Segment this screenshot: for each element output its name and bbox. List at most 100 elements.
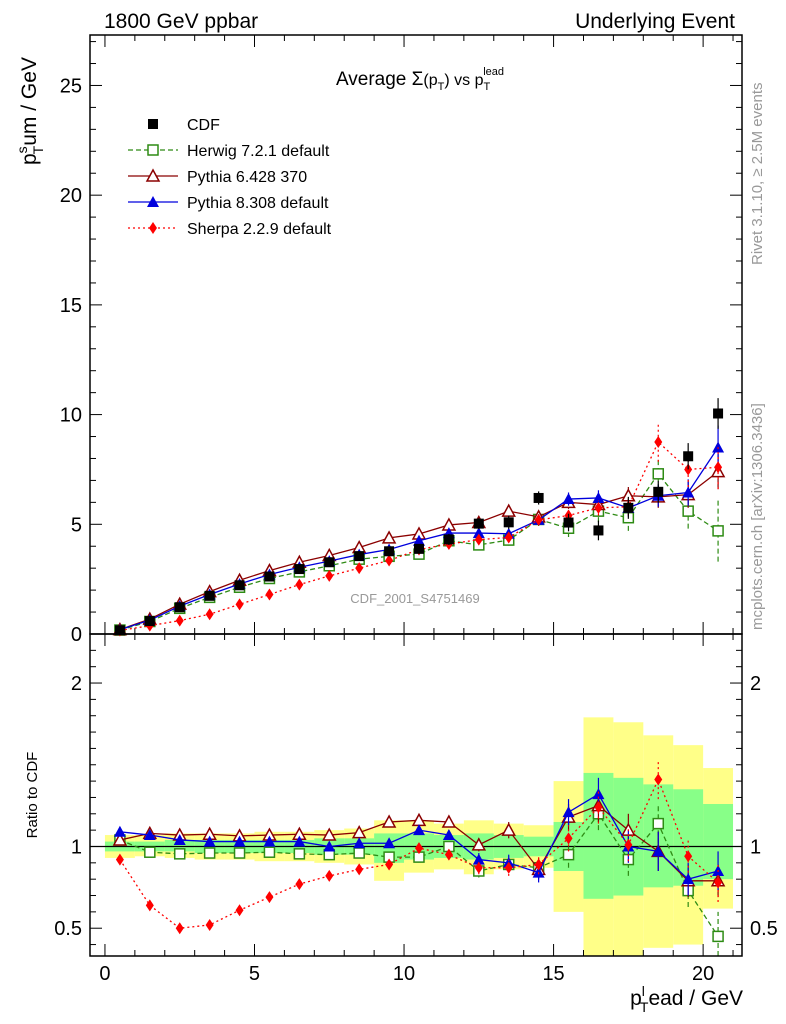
legend-marker [148,119,158,129]
ratio-herwig-line [119,812,719,937]
main-pythia8-point [412,534,425,546]
main-cdf-point [114,625,125,636]
main-title: Average Σ(pT) vs pTlead [336,66,504,93]
ratio-herwig-point [144,846,156,858]
main-herwig-point [712,525,724,537]
plot-frame [89,633,743,957]
main-cdf-point [144,616,155,627]
legend: CDF Herwig 7.2.1 default Pythia 6.428 370 P… [128,117,332,238]
ratio-sherpa-point [444,848,453,861]
ratio-y-tick-label: 2 [71,673,82,695]
main-sherpa-point [355,562,364,575]
watermark: CDF_2001_S4751469 [350,591,479,606]
main-cdf-point [413,543,424,554]
ratio-pythia8-point [652,845,665,857]
main-cdf-point [174,602,185,613]
ratio-herwig-point [173,848,186,860]
ratio-pythia8-point [562,806,575,818]
legend-marker [149,222,157,234]
main-sherpa-point [205,608,214,621]
main-cdf-point [683,451,694,462]
main-cdf-point [623,502,634,513]
main-pythia8-point [712,441,725,453]
legend-label: Herwig 7.2.1 default [187,143,330,160]
main-cdf-point [533,492,544,503]
ratio-y-tick-label-right: 2 [750,673,761,695]
ratio-y-tick-label-right: 1 [750,836,761,858]
header-right: Underlying Event [575,10,735,33]
main-cdf-point [473,518,484,529]
main-cdf-point [324,557,335,568]
legend-label: Pythia 6.428 370 [187,169,307,186]
main-cdf-point [563,517,574,528]
ratio-pythia8-point [412,824,425,836]
ratio-sherpa-line [119,777,719,929]
ratio-herwig-point [652,817,665,830]
ratio-sherpa-point [534,858,543,871]
ratio-pythia8-point [113,825,126,837]
main-sherpa-point [325,569,334,582]
ratio-y-tick-label: 0.5 [54,918,82,940]
main-cdf-point [234,580,245,591]
main-cdf-point [384,546,395,557]
main-cdf-point [503,517,514,528]
ratio-herwig-point [353,847,365,859]
x-tick-label: 10 [393,963,415,985]
ratio-sherpa-point [145,899,154,912]
ratio-sherpa-point [474,861,483,874]
ratio-pythia6-point [381,814,397,828]
ratio-sherpa-point [624,838,633,851]
main-cdf-point [443,534,454,545]
main-sherpa-point [534,513,543,526]
y-tick-label: 25 [60,75,82,97]
x-tick-label: 0 [99,963,110,985]
ratio-plot: 0.5 0.51 12 20 5 10 15 20 [54,633,778,985]
ratio-y-tick-label-right: 0.5 [750,918,778,940]
legend-label: CDF [187,117,220,134]
legend-label: Pythia 8.308 default [187,195,329,212]
main-sherpa-point [504,531,513,544]
ratio-pythia8-point [203,835,216,847]
ratio-herwig-point [263,846,276,858]
main-cdf-point [593,525,604,536]
main-pythia8-point [472,527,485,539]
y-tick-label: 0 [71,624,82,646]
ratio-sherpa-point [355,863,364,876]
main-sherpa-point [594,501,603,514]
ratio-pythia8-point [383,837,396,849]
main-pythia8-point [562,493,575,505]
main-cdf-point [264,571,275,582]
ratio-pythia8-point [233,835,246,847]
mcplots-label: mcplots.cern.ch [arXiv:1306.3436] [749,403,766,630]
y-tick-label: 20 [60,185,82,207]
ratio-pythia8-point [682,873,695,885]
ratio-sherpa-point [385,858,394,871]
ratio-sherpa-point [265,891,274,904]
main-herwig-line [119,472,719,631]
main-ylabel: psTum / GeV [14,57,46,165]
ratio-pythia8-point [293,835,306,847]
main-pythia8-point [592,491,605,503]
ratio-pythia8-point [532,866,545,878]
ratio-pythia8-point [323,840,336,852]
ratio-pythia6-point [501,822,516,836]
ratio-herwig-point [203,847,216,859]
main-sherpa-point [385,554,394,567]
ratio-pythia6-point [322,827,337,841]
ratio-pythia8-point [263,835,276,847]
main-herwig-point [652,468,665,480]
main-sherpa-point [714,461,723,474]
main-pythia6-point [381,530,397,544]
x-tick-label: 5 [249,963,260,985]
main-sherpa-point [295,578,304,591]
legend-marker [145,168,161,182]
ratio-sherpa-point [295,878,304,891]
uncertainty-band-green [164,839,195,852]
main-sherpa-point [474,533,483,546]
ratio-pythia8-point [143,829,156,841]
ratio-sherpa-point [564,832,573,845]
ratio-herwig-point [293,848,306,860]
main-sherpa-point [654,436,663,449]
ratio-pythia6-point [112,832,128,846]
